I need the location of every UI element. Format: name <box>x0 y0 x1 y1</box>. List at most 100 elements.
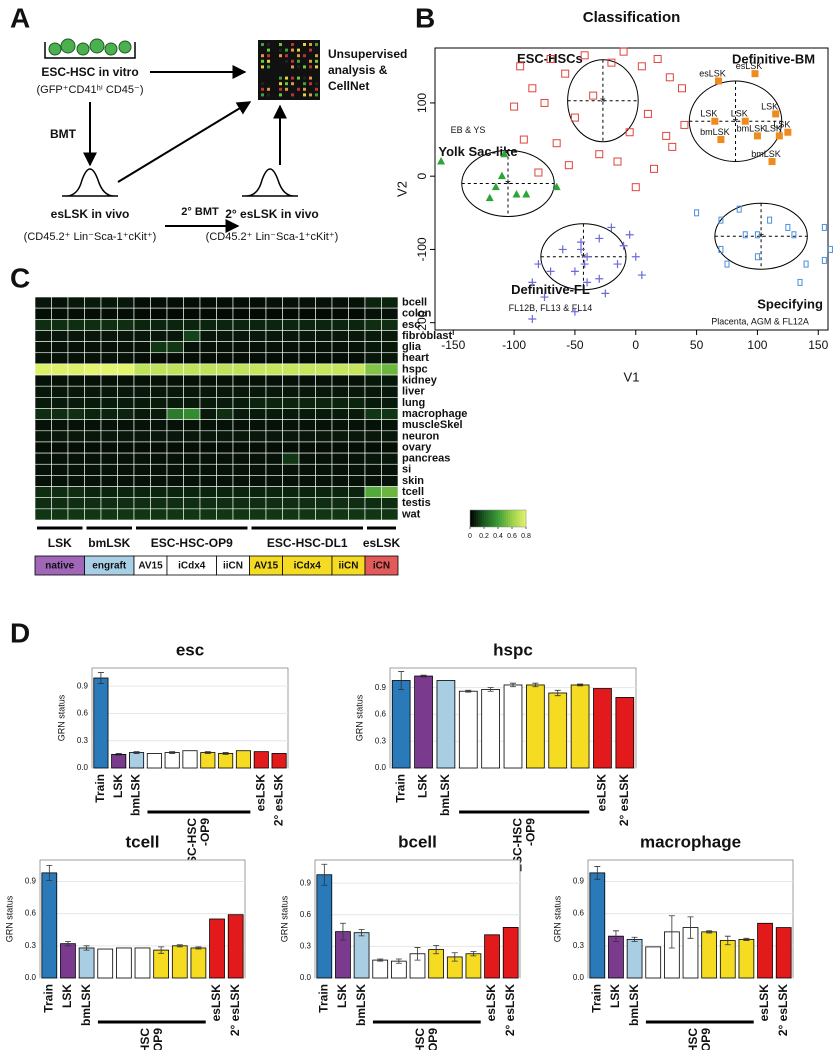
heat-cell <box>364 463 382 476</box>
annotation-label: iCdx4 <box>294 561 322 572</box>
heat-cell <box>348 352 366 365</box>
point <box>797 278 803 286</box>
point <box>583 252 592 261</box>
heat-cell <box>199 419 217 432</box>
point <box>497 171 506 180</box>
heat-cell <box>100 486 118 498</box>
y-tick-label: 0.3 <box>375 736 387 745</box>
cluster-center <box>567 59 639 142</box>
heat-cell <box>183 352 201 365</box>
heat-cell <box>265 452 283 465</box>
heat-cell <box>117 419 135 432</box>
heat-cell <box>216 352 234 365</box>
heat-cell <box>364 408 382 420</box>
heat-cell <box>51 307 69 320</box>
heat-cell <box>84 430 102 443</box>
spot <box>285 54 288 58</box>
bar <box>78 947 95 979</box>
heat-cell <box>249 374 267 387</box>
spot <box>285 48 288 52</box>
heat-cell <box>34 397 52 409</box>
cluster-note: Placenta, AGM & FL12A <box>711 317 809 327</box>
heat-cell <box>331 352 349 365</box>
heat-cell <box>51 508 69 521</box>
heat-cell <box>51 497 69 510</box>
point <box>564 161 573 170</box>
spot <box>267 87 270 91</box>
chart-title: Classification <box>583 9 681 26</box>
heat-cell <box>84 374 102 387</box>
heat-cell <box>183 385 201 398</box>
heat-cell <box>381 508 399 521</box>
heat-cell <box>249 318 267 331</box>
heat-cell <box>166 441 184 454</box>
colorbar-step <box>510 510 513 527</box>
heat-cell <box>67 475 85 487</box>
row-label: si <box>402 464 411 476</box>
point <box>753 132 761 140</box>
point <box>485 193 494 202</box>
y-tick-label: 100 <box>415 93 429 113</box>
heat-cell <box>84 363 102 376</box>
row-label: tcell <box>402 486 424 498</box>
spot <box>279 87 282 91</box>
heat-cell <box>199 330 217 342</box>
heat-cell <box>298 296 316 309</box>
bar <box>719 940 736 979</box>
heat-cell <box>282 463 300 476</box>
heat-cell <box>199 397 217 409</box>
heat-cell <box>67 374 85 387</box>
heat-cell <box>331 486 349 498</box>
x-tick-label: esLSK <box>209 984 223 1022</box>
error-bar <box>420 674 427 678</box>
heat-cell <box>34 318 52 331</box>
heat-cell <box>67 497 85 510</box>
heat-cell <box>183 374 201 387</box>
mouse <box>242 168 298 197</box>
annotation-label: iCN <box>373 561 390 572</box>
bar <box>738 938 755 979</box>
heat-cell <box>216 408 234 420</box>
chart-title: hspc <box>493 640 533 659</box>
heat-cell <box>166 296 184 309</box>
point <box>653 54 662 63</box>
heat-cell <box>232 374 250 387</box>
heat-cell <box>364 508 382 521</box>
heat-cell <box>282 352 300 365</box>
heat-cell <box>216 341 234 354</box>
plot-frame <box>434 47 829 331</box>
group-label: ESC-HSC <box>686 1028 700 1050</box>
heat-cell <box>67 363 85 376</box>
bar <box>701 931 717 979</box>
spot <box>297 76 300 80</box>
heat-cell <box>150 330 168 342</box>
heat-cell <box>67 419 85 432</box>
chart-title: macrophage <box>640 832 741 851</box>
chart-title: tcell <box>125 832 159 851</box>
heat-cell <box>133 508 151 521</box>
heat-cell <box>166 430 184 443</box>
error-bar <box>414 947 421 961</box>
group-label: esLSK <box>363 536 401 550</box>
heat-cell <box>265 497 283 510</box>
x-tick-label: bmLSK <box>79 984 93 1026</box>
point <box>540 293 549 302</box>
heat-cell <box>34 341 52 354</box>
x-tick-label: 2° esLSK <box>503 984 517 1036</box>
heat-cell <box>232 408 250 420</box>
heat-cell <box>51 452 69 465</box>
heat-cell <box>34 497 52 510</box>
cluster-note: FL12B, FL13 & FL14 <box>509 303 593 313</box>
error-bar <box>577 683 584 687</box>
heat-cell <box>282 497 300 510</box>
heat-cell <box>315 296 333 309</box>
heat-cell <box>100 452 118 465</box>
heat-cell <box>117 330 135 342</box>
point <box>625 128 634 137</box>
x-tick-label: Train <box>316 984 330 1013</box>
error-bar <box>133 751 140 754</box>
heat-cell <box>166 397 184 409</box>
heat-cell <box>381 408 399 420</box>
error-bar <box>358 929 365 937</box>
heat-cell <box>51 419 69 432</box>
